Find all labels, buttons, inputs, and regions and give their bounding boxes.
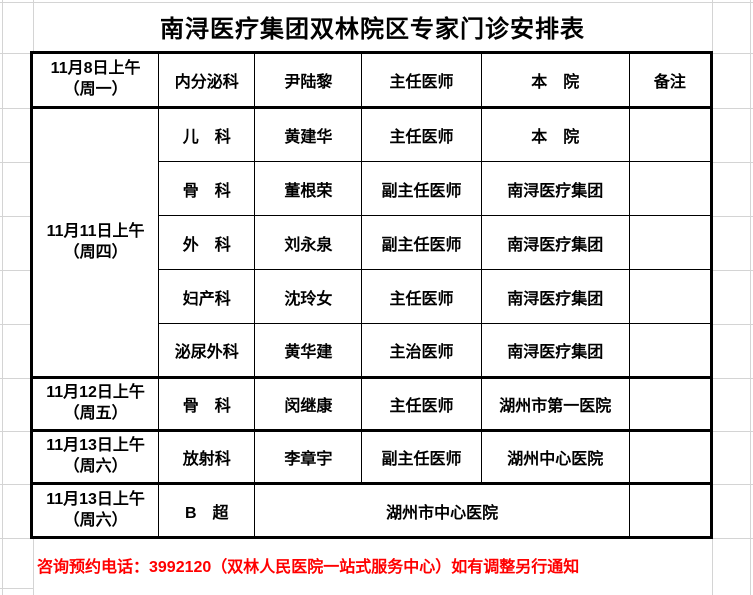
note-cell	[628, 161, 713, 216]
date-line1: 11月11日上午	[46, 222, 145, 240]
date-line2: （周五）	[63, 405, 128, 422]
gridline	[0, 108, 33, 109]
gridline	[712, 538, 713, 595]
gridline	[0, 270, 33, 271]
gridline	[2, 0, 3, 595]
dept-cell: 放射科	[158, 429, 256, 485]
note-cell	[628, 323, 713, 379]
doctor-cell: 尹陆黎	[254, 52, 363, 109]
hospital-cell: 湖州中心医院	[480, 429, 630, 485]
gridline	[712, 0, 713, 53]
doctor-cell: 李章宇	[254, 429, 363, 485]
gridline	[712, 162, 753, 163]
note-cell	[628, 429, 713, 485]
date-line2: （周四）	[63, 243, 128, 261]
date-line1: 11月8日上午	[50, 60, 141, 78]
note-cell	[628, 269, 713, 324]
date-cell: 11月13日上午 （周六）	[30, 429, 160, 485]
dept-cell: 外 科	[158, 215, 256, 270]
job-title-cell: 主任医师	[361, 269, 482, 324]
gridline	[712, 378, 753, 379]
merged-hospital-cell: 湖州市中心医院	[254, 482, 630, 539]
hospital-cell: 本 院	[480, 106, 630, 162]
gridline	[0, 2, 753, 3]
dept-cell: 骨 科	[158, 161, 256, 216]
job-title-cell: 副主任医师	[361, 429, 482, 485]
gridline	[712, 270, 753, 271]
hospital-cell: 本 院	[480, 52, 630, 109]
doctor-cell: 闵继康	[254, 376, 363, 432]
note-cell	[628, 376, 713, 432]
date-line2: （周六）	[63, 458, 128, 475]
hospital-cell: 南浔医疗集团	[480, 161, 630, 216]
dept-cell: 内分泌科	[158, 52, 256, 109]
job-title-cell: 主治医师	[361, 323, 482, 379]
date-cell: 11月8日上午 （周一）	[30, 52, 160, 109]
job-title-cell: 副主任医师	[361, 161, 482, 216]
footer-notice: 咨询预约电话：3992120（双林人民医院一站式服务中心）如有调整另行通知	[37, 558, 580, 576]
gridline	[712, 324, 753, 325]
dept-cell: B 超	[158, 482, 256, 539]
hospital-cell: 南浔医疗集团	[480, 323, 630, 379]
page-title: 南浔医疗集团双林院区专家门诊安排表	[160, 15, 585, 43]
date-line1: 11月13日上午	[46, 490, 145, 508]
gridline	[0, 162, 33, 163]
doctor-cell: 董根荣	[254, 161, 363, 216]
note-cell	[628, 215, 713, 270]
gridline	[712, 53, 753, 54]
hospital-cell: 湖州市第一医院	[480, 376, 630, 432]
gridline	[0, 324, 33, 325]
note-cell	[628, 106, 713, 162]
job-title-cell: 主任医师	[361, 52, 482, 109]
gridline	[0, 538, 33, 539]
gridline	[0, 484, 33, 485]
gridline	[33, 0, 34, 53]
date-line2: （周六）	[63, 511, 128, 529]
gridline	[0, 588, 33, 589]
gridline	[712, 216, 753, 217]
date-line1: 11月13日上午	[46, 437, 145, 455]
dept-cell: 泌尿外科	[158, 323, 256, 379]
date-line1: 11月12日上午	[46, 384, 145, 402]
doctor-cell: 黄建华	[254, 106, 363, 162]
gridline	[0, 378, 33, 379]
hospital-cell: 南浔医疗集团	[480, 269, 630, 324]
gridline	[712, 538, 753, 539]
dept-cell: 儿 科	[158, 106, 256, 162]
date-cell: 11月11日上午 （周四）	[30, 106, 160, 378]
job-title-cell: 主任医师	[361, 376, 482, 432]
gridline	[712, 484, 753, 485]
hospital-cell: 南浔医疗集团	[480, 215, 630, 270]
job-title-cell: 主任医师	[361, 106, 482, 162]
schedule-table: 11月8日上午 （周一） 内分泌科 尹陆黎 主任医师 本 院 备注 11月11日…	[30, 51, 713, 539]
doctor-cell: 黄华建	[254, 323, 363, 379]
date-cell: 11月12日上午 （周五）	[30, 376, 160, 432]
gridline	[712, 108, 753, 109]
gridline	[0, 216, 33, 217]
gridline	[33, 538, 34, 595]
job-title-cell: 副主任医师	[361, 215, 482, 270]
note-header-cell: 备注	[628, 52, 713, 109]
doctor-cell: 刘永泉	[254, 215, 363, 270]
dept-cell: 妇产科	[158, 269, 256, 324]
gridline	[0, 431, 33, 432]
gridline	[0, 53, 33, 54]
note-cell	[628, 482, 713, 539]
doctor-cell: 沈玲女	[254, 269, 363, 324]
date-line2: （周一）	[63, 81, 128, 98]
dept-cell: 骨 科	[158, 376, 256, 432]
date-cell: 11月13日上午 （周六）	[30, 482, 160, 539]
gridline	[750, 0, 751, 595]
gridline	[712, 431, 753, 432]
